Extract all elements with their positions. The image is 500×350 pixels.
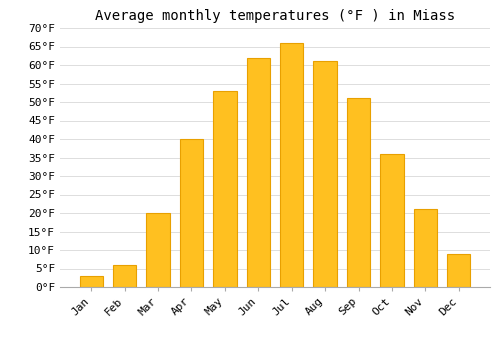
Bar bbox=[113, 265, 136, 287]
Bar bbox=[314, 61, 337, 287]
Bar bbox=[80, 276, 103, 287]
Bar bbox=[347, 98, 370, 287]
Title: Average monthly temperatures (°F ) in Miass: Average monthly temperatures (°F ) in Mi… bbox=[95, 9, 455, 23]
Bar bbox=[146, 213, 170, 287]
Bar bbox=[246, 58, 270, 287]
Bar bbox=[213, 91, 236, 287]
Bar bbox=[280, 43, 303, 287]
Bar bbox=[414, 209, 437, 287]
Bar bbox=[447, 254, 470, 287]
Bar bbox=[380, 154, 404, 287]
Bar bbox=[180, 139, 203, 287]
